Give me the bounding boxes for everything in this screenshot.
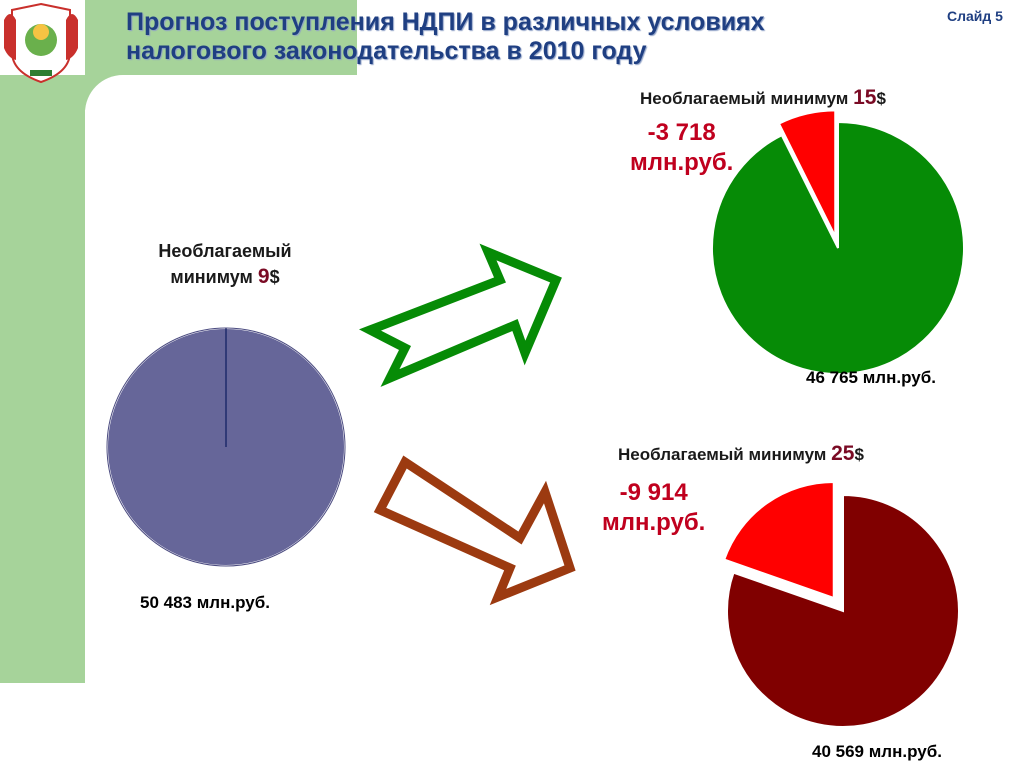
pie-chart-25 <box>722 480 960 728</box>
pie2-title: Необлагаемый минимум 25$ <box>618 442 864 466</box>
arrow-up-right <box>359 243 562 387</box>
pie1-slice-1 <box>777 109 837 237</box>
pie2-value-label: 40 569 млн.руб. <box>812 742 942 761</box>
pie2-title-amount: 25 <box>831 442 855 465</box>
pie1-value-label: 46 765 млн.руб. <box>806 368 936 387</box>
coat-of-arms-icon <box>4 2 78 84</box>
pie-chart-15 <box>711 109 965 375</box>
page-title: Прогноз поступления НДПИ в различных усл… <box>126 8 765 65</box>
pie0-title-currency: $ <box>269 267 280 287</box>
pie0-outline <box>106 327 346 567</box>
pie2-slice-1 <box>722 480 835 600</box>
pie2-title-currency: $ <box>854 445 864 464</box>
pie1-title: Необлагаемый минимум 15$ <box>640 86 886 110</box>
pie0-title-line1: Необлагаемый <box>158 241 292 261</box>
pie2-title-text: Необлагаемый минимум <box>618 445 827 464</box>
pie1-title-amount: 15 <box>853 86 877 109</box>
pie0-title-amount: 9 <box>257 265 270 288</box>
pie2-loss-label: -9 914 млн.руб. <box>602 479 706 536</box>
pie1-title-currency: $ <box>876 89 886 108</box>
pie2-slice-0 <box>726 493 960 728</box>
pie1-slice-0 <box>711 120 965 375</box>
pie1-title-text: Необлагаемый минимум <box>640 89 849 108</box>
pie0-value-label: 50 483 млн.руб. <box>140 593 270 612</box>
arrow-down-right <box>373 455 576 606</box>
pie0-title: Необлагаемый минимум 9$ <box>140 238 310 290</box>
pie-chart-base <box>106 327 346 567</box>
side-band <box>0 75 85 683</box>
pie0-title-line2: минимум <box>170 267 253 287</box>
slide-number: Слайд 5 <box>947 8 1003 24</box>
pie1-loss-label: -3 718 млн.руб. <box>630 119 734 176</box>
